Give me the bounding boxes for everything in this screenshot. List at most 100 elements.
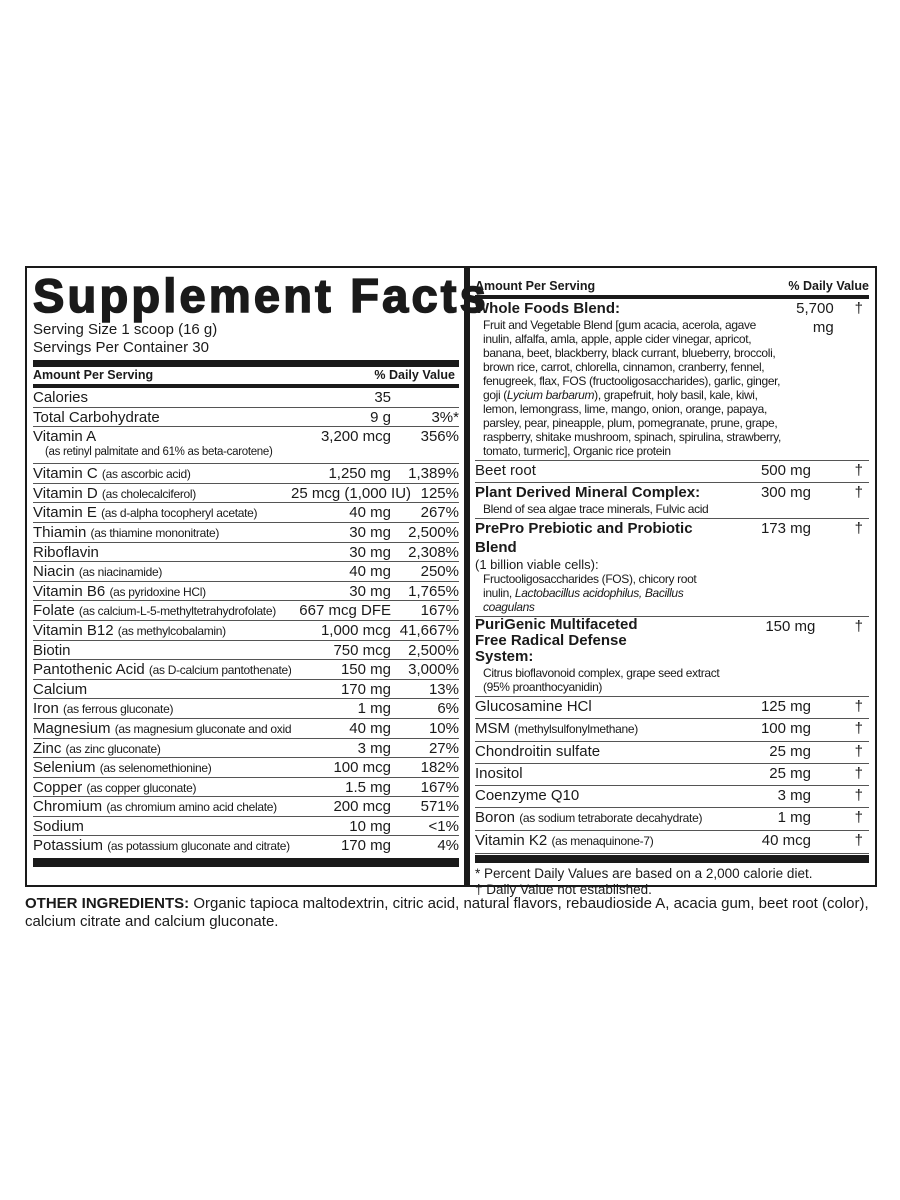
nutrient-dv: 1,765% [408,582,459,600]
nutrient-name: Riboflavin [33,543,99,561]
nutrient-row: Vitamin B12 (as methylcobalamin) 1,000 mc… [33,621,459,641]
nutrient-amount: 1,250 mg [328,465,391,483]
blend-name: Chondroitin sulfate [475,743,601,760]
nutrient-name: Calories [33,389,89,406]
nutrient-amount: 3 mg [357,739,391,757]
nutrient-row: Total Carbohydrate 9 g 3%* [33,408,459,428]
divider-bar [33,858,459,868]
blend-name-cell: Glucosamine HCl [475,697,721,716]
nutrient-name-cell: Selenium (as selenomethionine) [33,758,291,778]
nutrient-amount: 3,200 mcg [320,428,391,446]
nutrient-name-cell: Total Carbohydrate [33,408,291,427]
nutrient-dv: 6% [437,700,459,718]
blend-row: PuriGenic Multifaceted Free Radical Defe… [475,617,869,697]
nutrient-name: Magnesium [33,719,111,737]
serving-size: Serving Size 1 scoop (16 g) [33,321,218,338]
blend-description: Fructooligosaccharides (FOS), chicory ro… [475,572,721,614]
nutrient-source: (as retinyl palmitate and 61% as beta-ca… [45,446,273,459]
nutrient-name-cell: Vitamin C (as ascorbic acid) [33,464,291,484]
blend-source: (as sodium tetraborate decahydrate) [519,811,703,825]
blend-name-cell: Whole Foods Blend: Fruit and Vegetable Bl… [475,299,783,458]
blend-row: Inositol 25 mg † [475,764,869,786]
nutrient-name: Vitamin E [33,504,97,522]
nutrient-name-cell: Folate (as calcium-L-5-methyltetrahydrof… [33,601,291,621]
nutrient-name: Iron [33,700,59,718]
nutrient-name-cell: Sodium [33,817,291,836]
nutrient-name: Zinc [33,739,62,757]
nutrient-dv: 10% [428,719,459,737]
nutrient-amount: 100 mcg [333,759,391,777]
nutrient-row: Biotin 750 mcg 2,500% [33,641,459,661]
blend-name-cell: Coenzyme Q10 [475,786,721,805]
nutrient-row: Selenium (as selenomethionine) 100 mcg 182… [33,758,459,778]
blend-row: Whole Foods Blend: Fruit and Vegetable Bl… [475,299,869,461]
nutrient-amount: 30 mg [349,523,391,541]
nutrient-name: Thiamin [33,523,87,541]
blend-source: (as menaquinone-7) [551,834,654,848]
nutrient-name: Potassium [33,837,104,855]
nutrient-amount: 35 [374,389,391,406]
nutrient-name-cell: Calcium [33,680,291,699]
nutrient-dv: 2,500% [408,641,459,659]
nutrient-source: (as magnesium gluconate and oxide) [114,721,291,736]
nutrient-source: (as d-alpha tocopheryl acetate) [101,506,258,521]
footnote-percent: * Percent Daily Values are based on a 2,… [475,866,813,881]
nutrient-name-cell: Thiamin (as thiamine mononitrate) [33,523,291,543]
nutrient-source: (as calcium-L-5-methyltetrahydrofolate) [78,604,276,619]
nutrient-name: Total Carbohydrate [33,408,160,426]
description-segment: ), grapefruit, holy basil, kale, kiwi, l… [483,388,782,458]
blend-amount: 25 mg [769,743,811,760]
nutrient-row: Riboflavin 30 mg 2,308% [33,543,459,563]
nutrient-dv: 250% [420,563,459,581]
column-divider [464,268,470,885]
blend-note: (1 billion viable cells): [475,557,599,572]
nutrient-row: Chromium (as chromium amino acid chelate… [33,797,459,817]
blend-amount: 3 mg [777,787,811,804]
nutrient-row: Vitamin A (as retinyl palmitate and 61% a… [33,427,459,465]
blend-name: Plant Derived Mineral Complex: [475,484,701,501]
nutrient-amount: 30 mg [349,582,391,600]
blend-amount: 1 mg [777,809,811,826]
nutrient-name: Niacin [33,563,75,581]
nutrient-amount: 40 mg [349,563,391,581]
description-segment: Lycium barbarum [506,388,595,402]
description-segment: Blend of sea algae trace minerals, Fulvi… [483,502,709,516]
nutrient-dv: 267% [420,504,459,522]
divider-bar [33,360,459,367]
nutrient-name-cell: Vitamin E (as d-alpha tocopheryl acetate… [33,503,291,523]
nutrient-name: Sodium [33,817,84,835]
nutrient-name-cell: Riboflavin [33,543,291,562]
nutrient-dv: 13% [428,680,459,698]
nutrient-row: Pantothenic Acid (as D-calcium pantothen… [33,660,459,680]
blend-dv: † [854,300,863,317]
nutrient-name-cell: Iron (as ferrous gluconate) [33,699,291,719]
servings-per-container: Servings Per Container 30 [33,339,209,356]
blend-row: Vitamin K2 (as menaquinone-7) 40 mcg † [475,831,869,854]
nutrient-name-cell: Chromium (as chromium amino acid chelate… [33,797,291,817]
blend-row: MSM (methylsulfonylmethane) 100 mg † [475,719,869,742]
nutrient-name: Vitamin B12 [33,621,114,639]
dv-header: % Daily Value [374,368,455,382]
blend-name: Coenzyme Q10 [475,787,580,804]
blend-dv: † [854,462,863,479]
nutrient-amount: 1.5 mg [345,778,391,796]
footnotes: * Percent Daily Values are based on a 2,… [475,866,869,898]
blend-row: Glucosamine HCl 125 mg † [475,697,869,719]
nutrient-dv: 41,667% [399,621,459,639]
blend-row: Plant Derived Mineral Complex: Blend of s… [475,483,869,519]
nutrient-dv: 3,000% [408,661,459,679]
nutrient-amount: 10 mg [349,817,391,835]
blend-description: Citrus bioflavonoid complex, grape seed … [475,666,733,694]
nutrient-row: Calcium 170 mg 13% [33,680,459,700]
nutrient-dv: 2,500% [408,523,459,541]
blend-name-cell: Plant Derived Mineral Complex: Blend of s… [475,483,721,516]
nutrient-source: (as D-calcium pantothenate) [148,663,291,678]
blend-dv: † [854,698,863,715]
nutrient-row: Thiamin (as thiamine mononitrate) 30 mg 2,… [33,523,459,543]
amount-header: Amount Per Serving [475,279,596,293]
blend-amount: 300 mg [760,484,811,501]
nutrient-name-cell: Vitamin A (as retinyl palmitate and 61% a… [33,427,291,459]
blend-dv: † [854,787,863,804]
description-segment: Fruit and Vegetable Blend [gum acacia, a… [483,318,781,402]
nutrient-row: Sodium 10 mg <1% [33,817,459,837]
